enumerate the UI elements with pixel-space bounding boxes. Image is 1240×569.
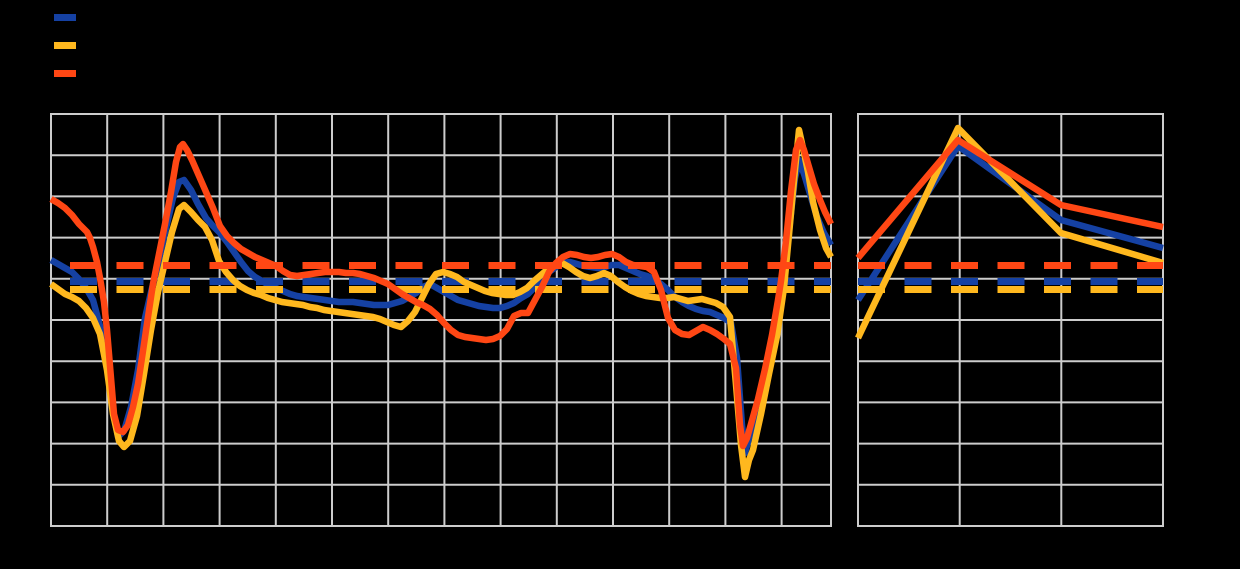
blue-series-line-main xyxy=(49,156,834,457)
legend-swatch-yellow-series xyxy=(54,42,76,49)
orange-series-line-main xyxy=(49,136,834,450)
yellow-series-line-main xyxy=(49,126,834,481)
right-panel-frame xyxy=(857,113,1164,527)
legend-swatch-orange-series xyxy=(54,70,76,77)
blue-series-line-right xyxy=(855,142,1164,302)
legend-swatch-blue-series xyxy=(54,14,76,21)
orange-series-line-right xyxy=(855,136,1164,261)
main-panel-frame xyxy=(50,113,832,527)
yellow-series-line-right xyxy=(855,124,1164,340)
